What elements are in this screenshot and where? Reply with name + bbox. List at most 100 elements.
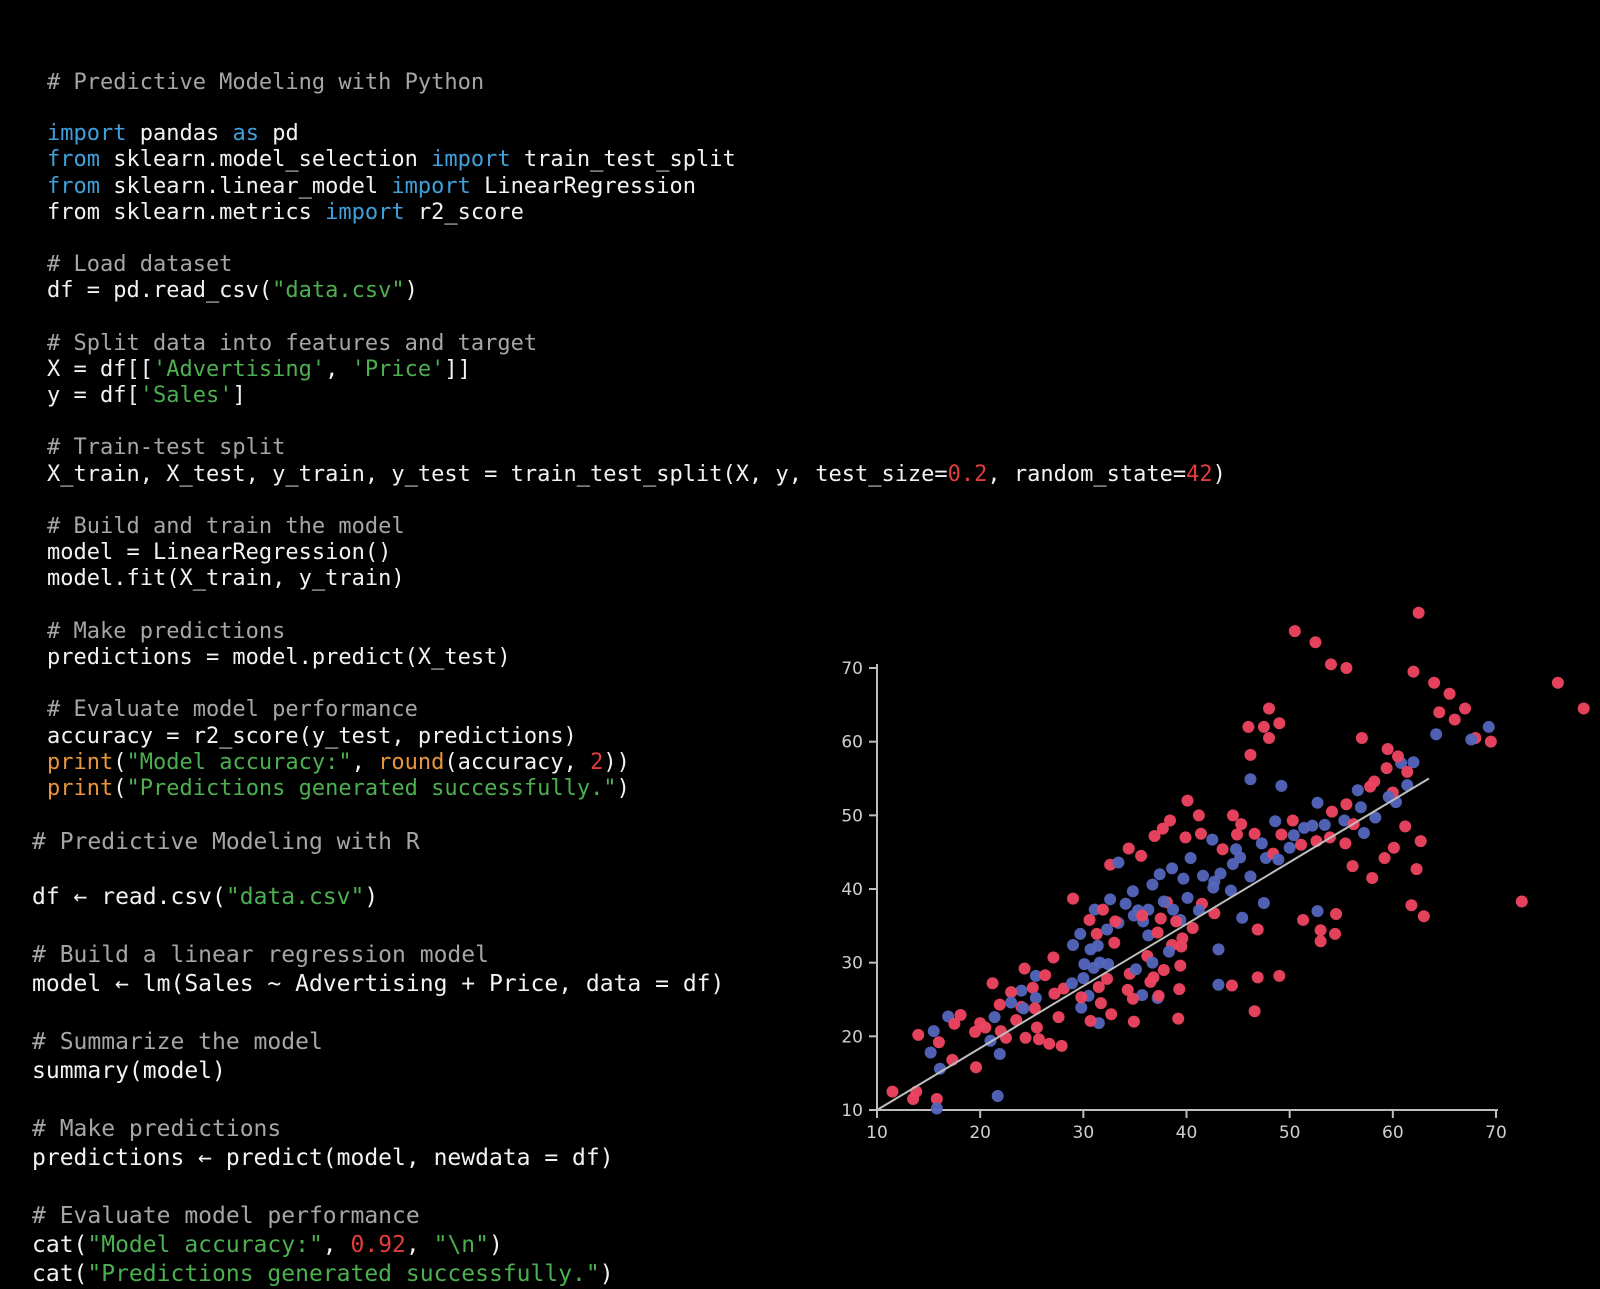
y-tick-label: 30 [841,954,863,974]
r-code-line: # Summarize the model [32,1028,724,1057]
data-point-blue [1298,821,1311,834]
data-point-red [1225,979,1238,992]
data-point-blue [1197,869,1210,882]
r-code-token: ) [364,884,379,910]
r-code-line [32,912,724,941]
data-point-blue [1162,945,1175,958]
python-code-line: # Build and train the model [47,514,1226,540]
data-point-blue [1207,881,1220,894]
x-tick-label: 50 [1279,1123,1301,1143]
data-point-blue [933,1062,946,1075]
r-code-token: ) [599,1261,614,1287]
data-point-red [1324,658,1337,671]
data-point-red [1216,843,1229,856]
data-point-red [1010,1014,1023,1027]
data-point-blue [1005,996,1018,1009]
x-tick-label: 10 [866,1123,888,1143]
data-point-blue [1166,862,1179,875]
data-point-red [1366,871,1379,884]
python-code-token: # Train-test split [47,435,286,461]
data-point-red [1364,780,1377,793]
data-point-red [1019,1031,1032,1044]
data-point-blue [1029,969,1042,982]
data-point-red [1263,702,1276,715]
x-tick-label: 40 [1176,1123,1198,1143]
data-point-red [1170,915,1183,928]
data-point-red [1144,975,1157,988]
data-point-blue [1257,896,1270,909]
python-code-line [47,488,1226,514]
data-point-red [1314,924,1327,937]
data-point-red [1174,959,1187,972]
python-code-line: y = df['Sales'] [47,383,1226,409]
data-point-red [1084,1014,1097,1027]
data-point-red [1157,964,1170,977]
python-code-token: import [391,173,471,199]
data-point-blue [1369,811,1382,824]
data-point-blue [1318,818,1331,831]
data-point-blue [1311,796,1324,809]
data-point-blue [1153,868,1166,881]
python-code-token: ( [113,749,127,775]
python-code-token: ) [404,278,418,304]
data-point-blue [1272,853,1285,866]
python-code-token: # Make predictions [47,618,286,644]
data-point-red [1018,962,1031,975]
python-code-token: 0.2 [947,461,988,487]
data-point-red [1330,908,1343,921]
data-point-red [1515,895,1528,908]
data-point-red [1083,913,1096,926]
data-point-red [1346,860,1359,873]
python-code-line: print("Model accuracy:", round(accuracy,… [47,750,1226,776]
data-point-red [1405,899,1418,912]
python-code-token: 42 [1186,461,1213,487]
r-code-token: model ← lm(Sales ~ Advertising + Price, … [32,971,725,997]
python-code-line: predictions = model.predict(X_test) [47,645,1226,671]
data-point-red [1401,765,1414,778]
data-point-red [1156,822,1169,835]
data-point-red [1387,841,1400,854]
data-point-blue [1230,843,1243,856]
r-code-token: summary(model) [32,1058,226,1084]
python-code-token: model.fit(X_train, y_train) [47,566,405,592]
y-tick-label: 40 [841,880,863,900]
python-code-token: "data.csv" [272,278,405,304]
y-tick-label: 70 [841,659,863,679]
data-point-red [1235,818,1248,831]
data-point-red [1248,1005,1261,1018]
data-point-blue [1126,885,1139,898]
python-code-line: # Split data into features and target [47,331,1226,357]
r-code-line: df ← read.csv("data.csv") [32,883,724,912]
python-code-token: # Build and train the model [47,514,405,539]
data-point-red [1151,926,1164,939]
r-code-token: predictions ← predict(model, newdata = d… [32,1145,614,1171]
r-title-comment: # Predictive Modeling with R [32,829,420,855]
python-code-token: ) [1212,461,1226,487]
data-point-red [1039,969,1052,982]
python-code-token: from [47,173,100,199]
python-code-token: import [325,199,405,225]
data-point-red [1410,863,1423,876]
r-code-token: df ← read.csv( [32,884,226,910]
data-point-red [1244,748,1257,761]
data-point-blue [930,1102,943,1115]
data-point-blue [1142,929,1155,942]
data-point-red [1028,1002,1041,1015]
data-point-blue [1101,923,1114,936]
data-point-blue [1351,784,1364,797]
python-code-token: as [232,121,259,147]
python-code-token: , [325,356,352,382]
python-code-token: train_test_split [510,147,736,173]
r-code-line: summary(model) [32,1057,724,1086]
data-point-red [1231,828,1244,841]
data-point-blue [1224,884,1237,897]
python-title-comment: # Predictive Modeling with Python [47,70,485,95]
data-point-red [1263,731,1276,744]
data-point-red [1226,809,1239,822]
python-code-line: from sklearn.linear_model import LinearR… [47,174,1226,200]
data-point-red [1484,735,1497,748]
python-code-token: 'Advertising' [152,356,326,382]
data-point-red [1047,951,1060,964]
python-code-token: model = LinearRegression() [47,540,392,566]
data-point-red [948,1017,961,1030]
